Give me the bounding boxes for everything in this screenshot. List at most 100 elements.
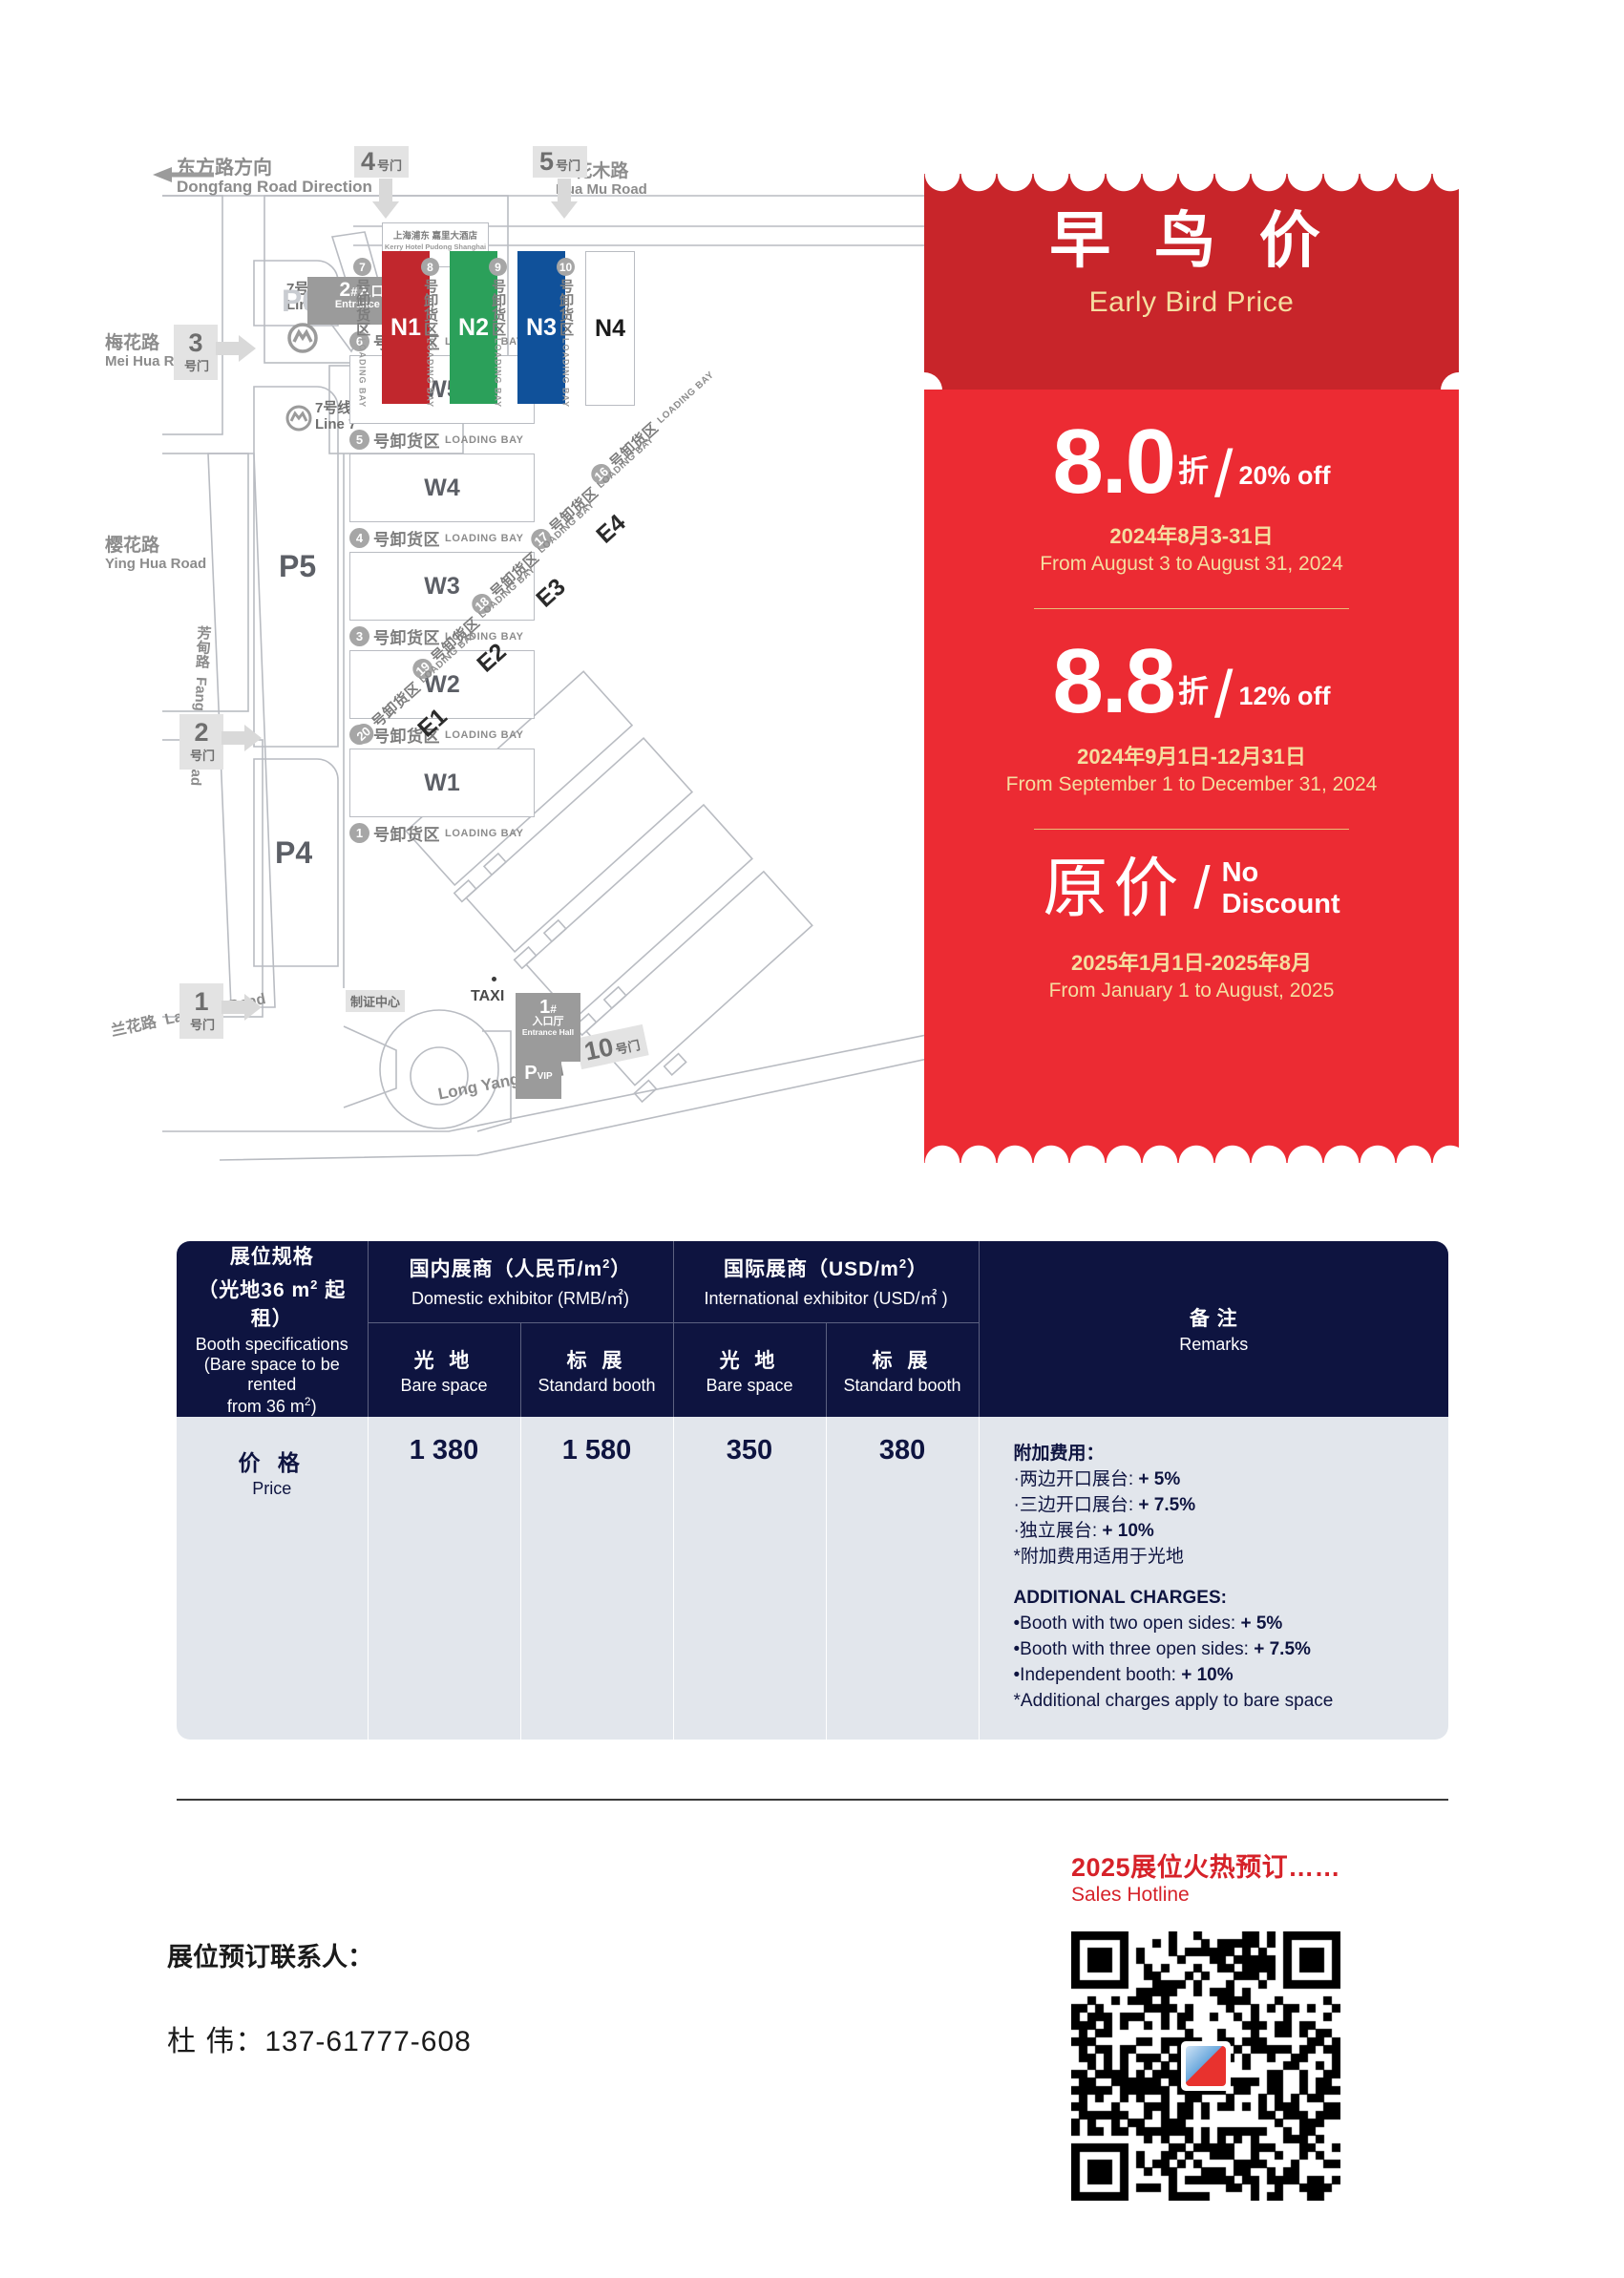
table-row: 价 格 Price 1 380 1 580 350 380 xyxy=(177,1417,1449,1740)
loading-bay-8: 8 号卸货区 LOADING BAY xyxy=(421,258,439,408)
remarks-cn-item-value: + 7.5% xyxy=(1138,1494,1196,1515)
remarks-cn-item-text: ·三边开口展台: xyxy=(1013,1494,1139,1515)
hall-n4[interactable]: N4 xyxy=(585,251,635,406)
hall-w1[interactable]: W1 xyxy=(349,749,535,817)
hall-w4[interactable]: W4 xyxy=(349,453,535,522)
slash-divider-icon: / xyxy=(1213,436,1234,512)
remarks-en-item: •Booth with two open sides: + 5% xyxy=(1014,1612,1449,1637)
sup-sq: 2 xyxy=(310,1277,319,1292)
coupon-divider xyxy=(1034,828,1349,830)
coupon-divider xyxy=(1034,608,1349,610)
th-intl-en: International exhibitor (USD/㎡ xyxy=(704,1289,938,1309)
entrance-number: 2 xyxy=(339,279,351,301)
hall-n1[interactable]: N1 xyxy=(382,251,430,404)
remarks-cn-item-text: ·独立展台: xyxy=(1013,1520,1103,1541)
gate-label: 号门 xyxy=(190,749,216,763)
bay-cn: 号卸货区 xyxy=(373,531,440,549)
price-label-en: Price xyxy=(252,1478,292,1498)
road-label-en: Hua Mu Road xyxy=(556,180,647,198)
road-label-cn: 兰花路 xyxy=(109,1014,158,1040)
bay-number: 1 xyxy=(349,823,369,843)
bay-number: 8 xyxy=(421,258,439,276)
th-sub-cn: 标 展 xyxy=(566,1349,627,1372)
hall-n2[interactable]: N2 xyxy=(450,251,497,404)
bay-en: LOADING BAY xyxy=(445,532,524,544)
qr-code[interactable] xyxy=(1071,1931,1340,2201)
remarks-cn-item: ·两边开口展台: + 5% xyxy=(1014,1467,1449,1493)
th-sub-en: Standard booth xyxy=(538,1375,656,1395)
gate-5[interactable]: 5 号门 xyxy=(533,146,588,178)
th-spec-en1: Booth specifications xyxy=(195,1335,348,1354)
vip-parking: PVIP xyxy=(516,1060,561,1099)
th-domestic-en-tail: ) xyxy=(623,1289,630,1309)
scallop-top-edge xyxy=(924,174,1459,195)
gate-arrow-icon xyxy=(216,335,256,362)
sup-sq: 2 xyxy=(898,1256,908,1272)
th-sub-cn: 光 地 xyxy=(413,1349,475,1372)
th-intl-standard-booth: 标 展 Standard booth xyxy=(826,1322,980,1417)
cell-intl-bare-space: 350 xyxy=(673,1417,827,1740)
hall-w3[interactable]: W3 xyxy=(349,552,535,621)
bay-en: LOADING BAY xyxy=(425,338,435,409)
th-intl-en-tail: ) xyxy=(937,1289,948,1309)
tier-no-discount: 原价 / No Discount 2025年1月1日-2025年8月 From … xyxy=(924,830,1459,1002)
gate-arrow-icon xyxy=(372,179,399,219)
metro-icon xyxy=(285,405,312,432)
price-table: 展位规格 （光地36 m2 起租） Booth specifications (… xyxy=(177,1241,1449,1740)
road-label-en: Ying Hua Road xyxy=(105,555,207,572)
hotel-name-cn: 上海浦东 嘉里大酒店 xyxy=(392,231,478,242)
early-bird-coupon: 早 鸟 价 Early Bird Price 8.0 折 / 20% off 2… xyxy=(906,160,1477,1182)
coupon-title-cn: 早 鸟 价 xyxy=(1049,206,1334,275)
th-spec-en2: (Bare space to be rented xyxy=(203,1355,340,1394)
gate-label: 号门 xyxy=(184,359,210,373)
remarks-cn-item-value: + 5% xyxy=(1138,1468,1181,1489)
no-discount-en-line2: Discount xyxy=(1221,888,1340,919)
metro-line-en: Line 7 xyxy=(315,415,357,432)
tier-percent-off: 20% off xyxy=(1238,461,1331,491)
road-label-cn: 樱花路 xyxy=(105,536,160,556)
remarks-cn-item: ·独立展台: + 10% xyxy=(1014,1519,1449,1545)
gate-arrow-icon xyxy=(221,994,262,1021)
gate-arrow-icon xyxy=(221,725,262,751)
th-spec-cn2: （光地36 m xyxy=(198,1279,311,1301)
th-international-exhibitor: 国际展商（USD/m2） International exhibitor (US… xyxy=(673,1241,980,1323)
th-sub-en: Bare space xyxy=(706,1375,793,1395)
tier-date-en: From August 3 to August 31, 2024 xyxy=(1040,553,1343,576)
hash-icon: # xyxy=(350,285,358,299)
badge-center-label: 制证中心 xyxy=(346,990,406,1012)
bay-cn: 号卸货区 xyxy=(373,728,440,746)
gate-1[interactable]: 1 号门 xyxy=(179,983,224,1039)
gate-2[interactable]: 2 号门 xyxy=(179,714,224,770)
loading-bay-3: 3 号卸货区 LOADING BAY xyxy=(349,624,524,648)
road-label-cn: 梅花路 xyxy=(105,333,160,353)
metro-icon xyxy=(287,323,318,353)
th-intl-bare-space: 光 地 Bare space xyxy=(673,1322,827,1417)
th-domestic-en: Domestic exhibitor (RMB/㎡ xyxy=(411,1289,624,1309)
remarks-en-item-value: + 5% xyxy=(1240,1613,1283,1634)
gate-4[interactable]: 4 号门 xyxy=(354,146,410,178)
gate-3[interactable]: 3 号门 xyxy=(174,325,219,380)
scallop-bottom-edge xyxy=(924,1142,1459,1163)
bay-en: LOADING BAY xyxy=(445,433,524,446)
bay-number: 9 xyxy=(489,258,507,276)
th-spec-en3-tail: ) xyxy=(310,1397,317,1416)
gate-label: 号门 xyxy=(556,158,581,173)
bay-en: LOADING BAY xyxy=(493,338,503,409)
qr-center-logo-icon xyxy=(1181,2041,1231,2091)
th-domestic-cn-tail: ） xyxy=(610,1258,632,1281)
cell-domestic-standard-booth: 1 580 xyxy=(520,1417,674,1740)
th-booth-specifications: 展位规格 （光地36 m2 起租） Booth specifications (… xyxy=(177,1241,369,1417)
bay-cn: 号卸货区 xyxy=(373,826,440,844)
hall-w5[interactable]: W5 xyxy=(349,355,535,424)
entrance-cn: 入口厅 xyxy=(532,1016,564,1027)
hall-n3[interactable]: N3 xyxy=(517,251,565,404)
hotel-name-en: Kerry Hotel Pudong Shanghai xyxy=(384,243,487,251)
loading-bay-4: 4 号卸货区 LOADING BAY xyxy=(349,526,524,550)
parking-icon: P xyxy=(524,1063,538,1084)
bay-cn: 号卸货区 xyxy=(354,279,371,336)
vip-label: VIP xyxy=(537,1071,553,1082)
hall-w2[interactable]: W2 xyxy=(349,650,535,719)
entrance-number: 1 xyxy=(539,997,551,1018)
remarks-en-note: *Additional charges apply to bare space xyxy=(1013,1690,1334,1711)
gate-arrow-icon xyxy=(551,179,578,219)
